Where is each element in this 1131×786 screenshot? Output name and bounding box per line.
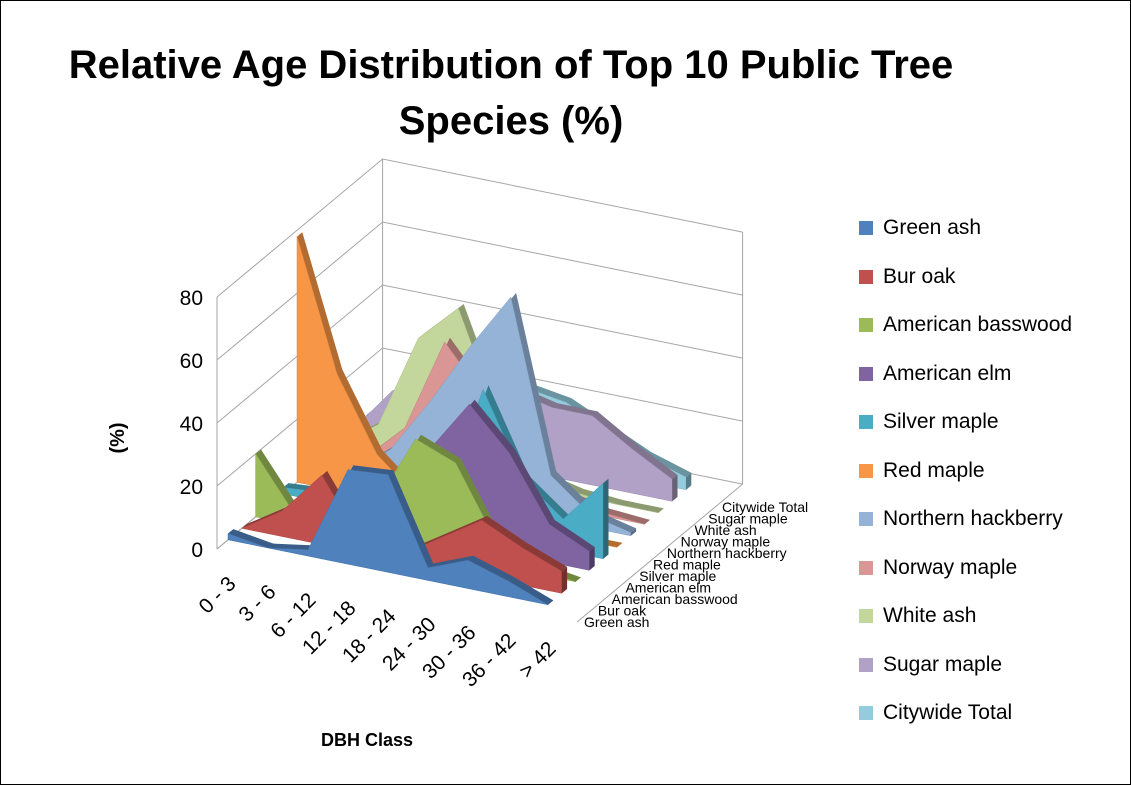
legend-item-american-basswood: American basswood [859, 310, 1072, 340]
legend-swatch [859, 657, 873, 672]
series-citywide-total-cap [686, 472, 692, 490]
series-bur-oak-cap [561, 566, 568, 594]
legend-label: Silver maple [883, 410, 999, 433]
y-tick-label: 60 [180, 350, 203, 373]
legend-swatch [859, 560, 873, 575]
legend-swatch [859, 221, 873, 235]
series-american-elm-cap [589, 547, 595, 571]
legend-label: Bur oak [883, 264, 956, 288]
series-axis-label: Bur oak [598, 602, 647, 618]
legend-item-american-elm: American elm [859, 359, 1011, 389]
legend-label: Green ash [883, 216, 982, 239]
legend-item-sugar-maple: Sugar maple [859, 650, 1002, 680]
legend-item-silver-maple: Silver maple [859, 407, 999, 437]
legend-swatch [859, 269, 873, 284]
legend-item-white-ash: White ash [859, 601, 976, 631]
y-tick-label: 40 [180, 413, 203, 436]
series-axis-label: Green ash [584, 614, 649, 630]
series-northern-hackberry-ridge [310, 292, 637, 533]
series-northern-hackberry-cap [630, 528, 637, 536]
y-tick-label: 0 [191, 539, 203, 562]
legend-item-red-maple: Red maple [859, 456, 985, 486]
legend-swatch [859, 512, 873, 526]
legend-item-citywide-total: Citywide Total [859, 698, 1012, 728]
series-axis-label: Red maple [653, 556, 721, 572]
y-tick-label: 20 [180, 476, 203, 499]
legend-swatch [859, 415, 873, 429]
legend-label: Norway maple [883, 555, 1018, 579]
legend-swatch [859, 366, 873, 381]
series-axis-label: Sugar maple [708, 510, 788, 526]
legend-label: Sugar maple [883, 652, 1003, 676]
series-axis-label: American basswood [612, 591, 738, 607]
legend-label: Citywide Total [883, 701, 1013, 724]
legend-swatch [859, 609, 873, 623]
legend-label: American basswood [883, 313, 1073, 336]
gridline [216, 158, 743, 298]
legend-item-northern-hackberry: Northern hackberry [859, 504, 1063, 534]
x-tick-label: > 42 [515, 637, 561, 683]
legend-item-bur-oak: Bur oak [859, 262, 955, 292]
legend-swatch [859, 318, 873, 332]
series-axis-label: Norway maple [681, 533, 771, 549]
legend-item-green-ash: Green ash [859, 213, 981, 243]
legend-swatch [859, 463, 873, 478]
series-sugar-maple-cap [672, 474, 678, 502]
x-tick-label: 0 - 3 [195, 572, 241, 618]
legend-label: White ash [883, 604, 977, 627]
series-green-ash-area [227, 469, 549, 606]
legend-item-norway-maple: Norway maple [859, 553, 1017, 583]
y-tick-label: 80 [180, 287, 203, 310]
series-axis-label: Citywide Total [722, 499, 808, 515]
legend-swatch [859, 706, 873, 720]
legend-label: American elm [883, 361, 1012, 385]
chart-title: Relative Age Distribution of Top 10 Publ… [68, 43, 954, 143]
series-axis-label: Northern hackberry [667, 545, 787, 561]
x-axis-title: DBH Class [321, 730, 413, 750]
legend-label: Northern hackberry [883, 507, 1063, 530]
floor-edge [576, 483, 743, 623]
series-silver-maple-cap [603, 478, 609, 559]
y-axis-title: (%) [107, 422, 129, 453]
series-axis-label: Silver maple [639, 568, 716, 584]
legend-label: Red maple [883, 458, 985, 482]
series-axis-label: White ash [694, 522, 756, 538]
series-axis-label: American elm [625, 579, 711, 595]
